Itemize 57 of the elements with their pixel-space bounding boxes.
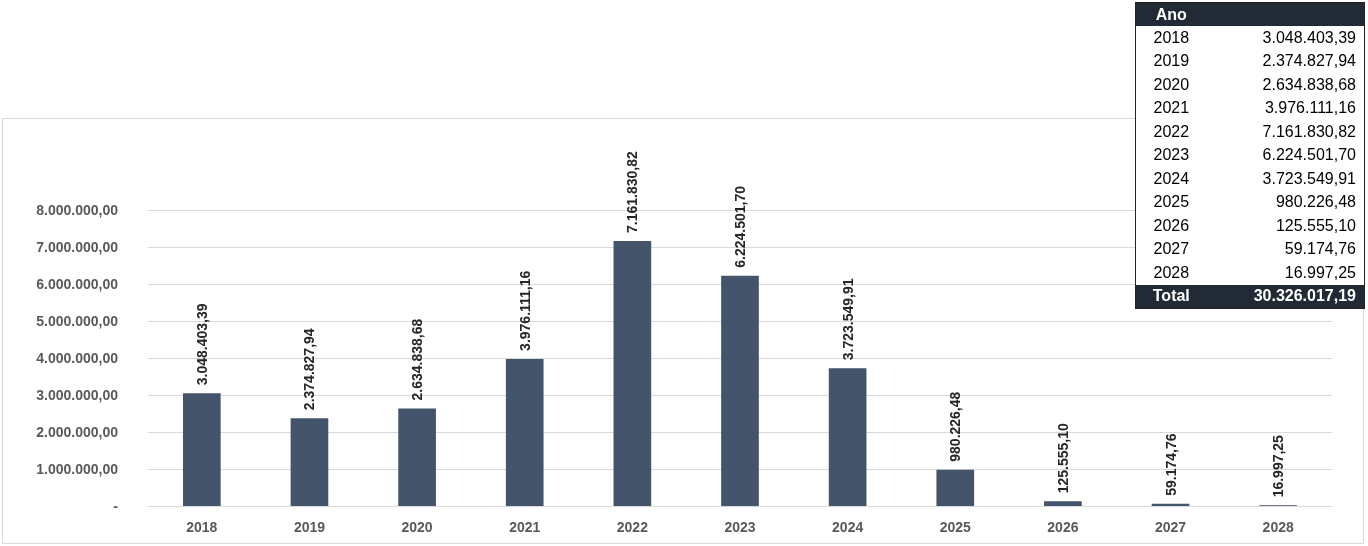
y-tick-label: 5.000.000,00	[36, 313, 119, 329]
y-tick-label: -	[113, 498, 119, 514]
y-tick-label: 1.000.000,00	[36, 461, 119, 477]
data-label: 7.161.830,82	[624, 151, 641, 234]
category-label: 2018	[1153, 28, 1190, 46]
table-header: Ano	[1135, 2, 1365, 26]
data-label: 3.976.111,16	[516, 270, 533, 351]
x-tick-label: 2023	[724, 519, 756, 535]
x-tick-label: 2026	[1047, 519, 1079, 535]
x-tick-label: 2022	[616, 519, 649, 535]
y-tick-label: 6.000.000,00	[36, 276, 119, 292]
text: 980.226,48	[1275, 193, 1356, 211]
y-tick-label: 3.000.000,00	[36, 387, 119, 403]
x-tick-label: 2027	[1154, 519, 1187, 535]
data-label: 3.723.549,91	[839, 278, 856, 361]
category-label: 2024	[1153, 169, 1190, 187]
category-label: 2026	[1153, 216, 1190, 234]
text: 3.723.549,91	[1262, 169, 1356, 187]
x-tick-label: 2018	[186, 519, 218, 535]
category-label: 2020	[1153, 75, 1190, 93]
x-tick-label: 2024	[832, 519, 864, 535]
text: 16.997,25	[1284, 263, 1356, 281]
x-tick-label: 2025	[939, 519, 972, 535]
y-tick-label: 4.000.000,00	[36, 350, 119, 366]
category-label: 2019	[1153, 52, 1190, 70]
text: 125.555,10	[1275, 216, 1356, 234]
x-tick-label: 2021	[509, 519, 541, 535]
category-label: 2027	[1153, 240, 1190, 258]
text: 59.174,76	[1284, 240, 1356, 258]
category-label: 2021	[1153, 99, 1190, 117]
text: 2.634.838,68	[1262, 75, 1356, 93]
y-tick-label: 8.000.000,00	[36, 202, 119, 218]
data-label: 980.226,48	[947, 391, 964, 462]
category-label: 2022	[1153, 122, 1190, 140]
x-tick-label: 2028	[1262, 519, 1294, 535]
data-label: 3.048.403,39	[193, 303, 210, 386]
x-tick-label: 2020	[401, 519, 433, 535]
y-tick-label: 7.000.000,00	[36, 239, 119, 255]
data-label: 2.374.827,94	[301, 328, 318, 411]
text: 6.224.501,70	[1262, 146, 1356, 164]
text: 3.048.403,39	[1262, 28, 1356, 46]
data-label: 125.555,10	[1054, 423, 1071, 494]
category-label: 2028	[1153, 263, 1190, 281]
data-label: 6.224.501,70	[732, 185, 748, 268]
text: 3.976.111,16	[1264, 99, 1356, 117]
y-tick-label: 2.000.000,00	[36, 424, 119, 440]
data-label: 2.634.838,68	[409, 318, 426, 401]
data-label: 16.997,25	[1270, 434, 1287, 498]
annotation: Total	[1135, 284, 1207, 308]
text: 7.161.830,82	[1262, 122, 1356, 140]
x-tick-label: 2019	[293, 519, 326, 535]
data-label: 59.174,76	[1162, 433, 1179, 496]
category-label: 2025	[1153, 193, 1190, 211]
table-total-row: Total 30.326.017,19	[1135, 284, 1365, 308]
annotation: 30.326.017,19	[1206, 284, 1365, 308]
category-label: 2023	[1153, 146, 1190, 164]
text: 2.374.827,94	[1262, 52, 1356, 70]
